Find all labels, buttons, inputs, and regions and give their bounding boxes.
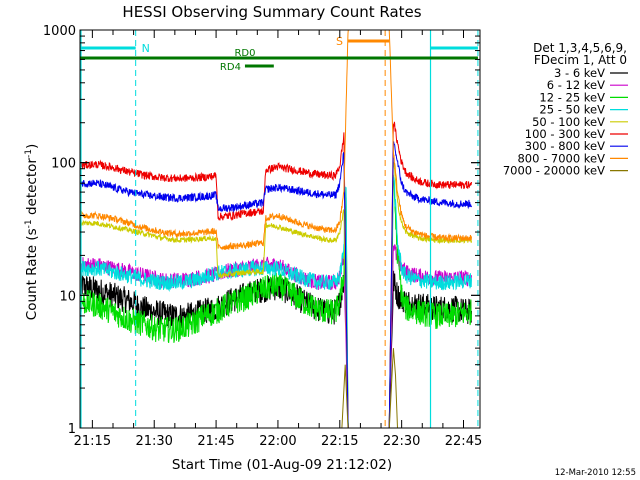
x-tick-label-0: 21:15 [74,434,111,449]
series-group [80,30,472,428]
attenuator-label-0: RD0 [234,48,255,59]
saa-label: S [336,35,343,48]
series-line-8 [341,348,398,428]
y-tick-label-1: 10 [59,289,76,304]
series-line-7 [80,30,472,251]
x-tick-label-5: 22:30 [383,434,420,449]
plot-area: N S RD0 RD4 21:15 21:30 21:45 22:00 22:15 22:30 22… [43,24,482,449]
legend-entry-label-4: 50 - 100 keV [532,115,605,129]
annotation-group: N S RD0 RD4 [80,30,479,428]
series-line-6 [80,141,472,428]
legend-entry-label-0: 3 - 6 keV [554,66,605,80]
y-tick-label-2: 100 [51,157,76,172]
legend-entry-label-8: 7000 - 20000 keV [503,164,605,178]
y-axis: 1 10 100 1000 [43,24,480,437]
legend-header-line-2: FDecim 1, Att 0 [534,53,627,67]
x-axis-label: Start Time (01-Aug-09 21:12:02) [172,457,392,473]
plot-frame [79,29,481,429]
y-axis-label: Count Rate (s-1 detector-1) [24,144,40,320]
legend: Det 1,3,4,5,6,9, FDecim 1, Att 0 3 - 6 k… [503,41,628,178]
x-axis: 21:15 21:30 21:45 22:00 22:15 22:30 22:45 [74,30,482,449]
series-line-2 [80,174,472,428]
y-tick-label-0: 1 [68,422,76,437]
series-line-4 [80,161,472,428]
night-label-0: N [142,42,150,55]
x-tick-label-3: 22:00 [259,434,296,449]
attenuator-label-1: RD4 [220,62,241,73]
legend-entry-label-3: 25 - 50 keV [539,103,605,117]
x-tick-label-6: 22:45 [445,434,482,449]
legend-entry-label-6: 300 - 800 keV [525,139,605,153]
x-tick-label-2: 21:45 [197,434,234,449]
x-tick-label-4: 22:15 [321,434,358,449]
legend-entry-label-7: 800 - 7000 keV [517,151,605,165]
chart-title: HESSI Observing Summary Count Rates [122,3,421,21]
legend-entry-label-5: 100 - 300 keV [525,127,605,141]
legend-header-line-1: Det 1,3,4,5,6,9, [533,41,627,55]
footer-timestamp: 12-Mar-2010 12:55 [555,468,636,478]
legend-entry-label-2: 12 - 25 keV [539,90,605,104]
series-line-3 [80,176,472,428]
legend-entry-label-1: 6 - 12 keV [547,78,605,92]
series-line-5 [80,121,472,428]
x-tick-label-1: 21:30 [135,434,172,449]
y-tick-label-3: 1000 [43,24,76,39]
